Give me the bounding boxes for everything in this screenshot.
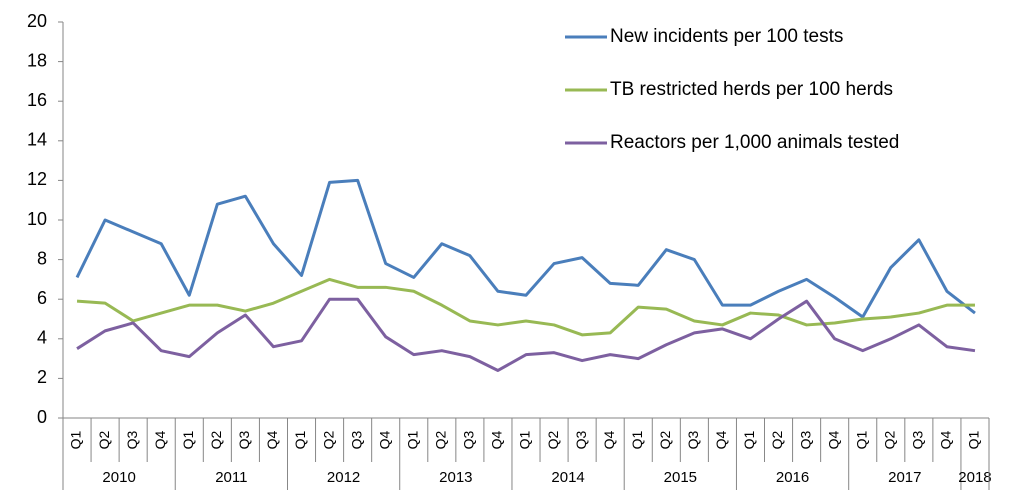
- x-tick-label: Q4: [489, 430, 505, 449]
- x-tick-label: Q2: [881, 430, 897, 449]
- x-tick-label: Q4: [825, 430, 841, 449]
- y-tick-label: 2: [37, 367, 47, 387]
- y-tick-label: 20: [27, 11, 47, 31]
- year-label: 2016: [776, 469, 809, 486]
- series-line: [75, 178, 976, 319]
- y-tick-label: 18: [27, 50, 47, 70]
- x-tick-label: Q1: [180, 430, 196, 449]
- x-tick-label: Q1: [404, 430, 420, 449]
- y-tick-label: 10: [27, 209, 47, 229]
- x-tick-label: Q3: [910, 430, 926, 449]
- year-label: 2017: [888, 469, 921, 486]
- x-tick-label: Q2: [433, 430, 449, 449]
- series-line: [76, 297, 976, 372]
- x-tick-label: Q1: [853, 430, 869, 449]
- x-tick-label: Q1: [966, 430, 982, 449]
- x-tick-label: Q3: [461, 430, 477, 449]
- x-tick-label: Q4: [152, 430, 168, 449]
- x-tick-label: Q2: [208, 430, 224, 449]
- y-tick-label: 6: [37, 288, 47, 308]
- year-label: 2015: [664, 469, 697, 486]
- year-label: 2018: [958, 469, 991, 486]
- x-tick-label: Q2: [545, 430, 561, 449]
- year-label: 2013: [439, 469, 472, 486]
- legend-label: Reactors per 1,000 animals tested: [610, 132, 899, 153]
- x-tick-label: Q3: [573, 430, 589, 449]
- x-tick-label: Q4: [376, 430, 392, 449]
- year-label: 2014: [551, 469, 584, 486]
- year-label: 2012: [327, 469, 360, 486]
- x-tick-label: Q4: [601, 430, 617, 449]
- x-tick-label: Q1: [629, 430, 645, 449]
- x-tick-label: Q3: [124, 430, 140, 449]
- x-tick-label: Q3: [348, 430, 364, 449]
- x-tick-label: Q2: [657, 430, 673, 449]
- y-tick-label: 16: [27, 90, 47, 110]
- y-tick-label: 8: [37, 248, 47, 268]
- x-tick-label: Q3: [685, 430, 701, 449]
- x-tick-label: Q2: [320, 430, 336, 449]
- x-tick-label: Q4: [713, 430, 729, 449]
- x-tick-label: Q3: [797, 430, 813, 449]
- y-tick-label: 4: [37, 328, 47, 348]
- y-tick-label: 12: [27, 169, 47, 189]
- y-tick-label: 14: [27, 130, 47, 150]
- series-line: [76, 277, 975, 337]
- x-tick-label: Q1: [68, 430, 84, 449]
- legend-label: TB restricted herds per 100 herds: [610, 79, 893, 100]
- x-tick-label: Q3: [236, 430, 252, 449]
- x-tick-label: Q4: [264, 430, 280, 449]
- x-tick-label: Q2: [769, 430, 785, 449]
- x-tick-label: Q2: [96, 430, 112, 449]
- x-tick-label: Q1: [517, 430, 533, 449]
- legend-label: New incidents per 100 tests: [610, 26, 843, 47]
- x-tick-label: Q1: [292, 430, 308, 449]
- x-tick-label: Q4: [938, 430, 954, 449]
- y-tick-label: 0: [37, 407, 47, 427]
- year-label: 2011: [215, 469, 247, 486]
- year-label: 2010: [102, 469, 135, 486]
- x-tick-label: Q1: [741, 430, 757, 449]
